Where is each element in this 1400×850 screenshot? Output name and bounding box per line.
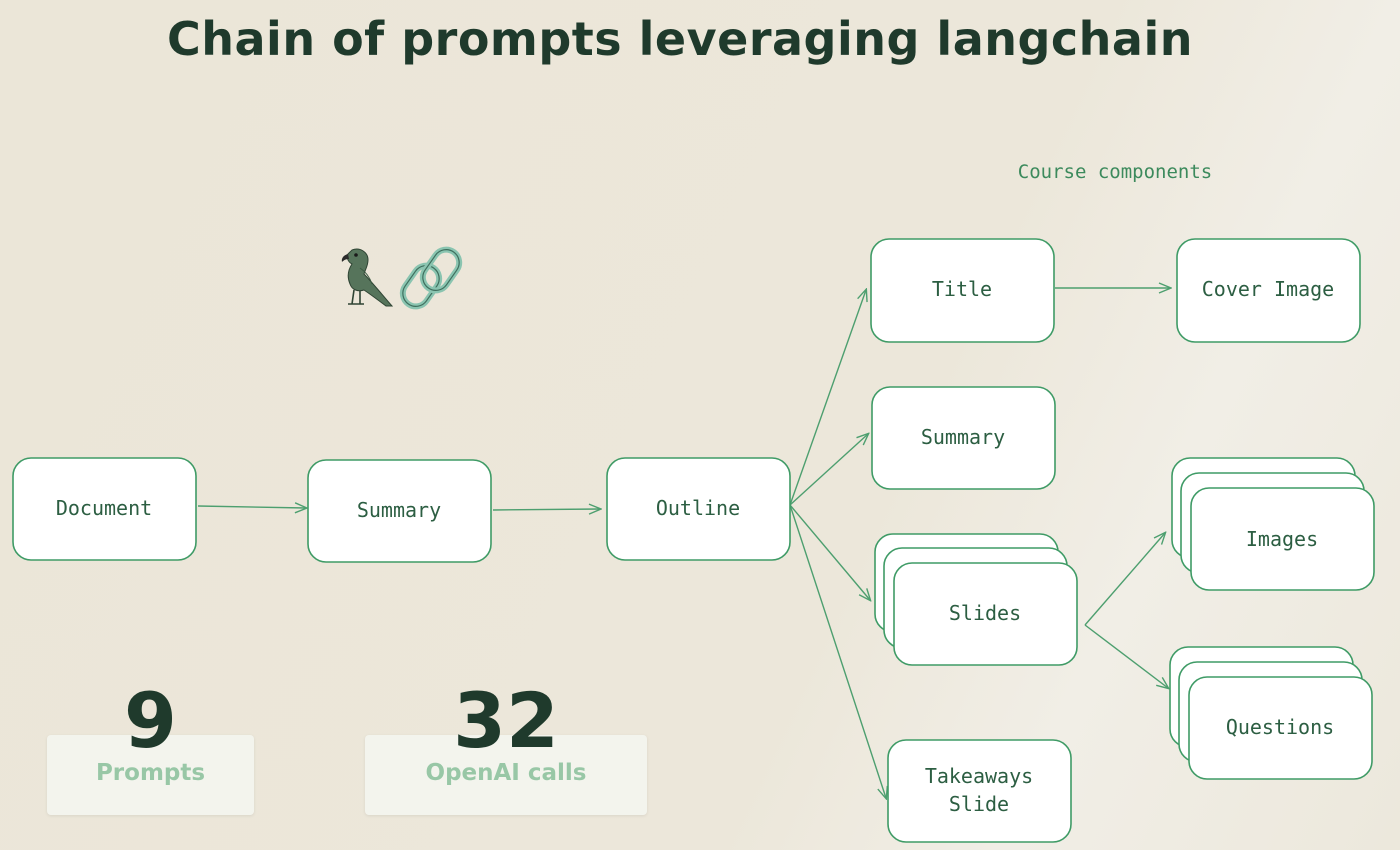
node-images-stack: Images — [1171, 457, 1375, 591]
stat-openai-calls-value: 32 — [453, 676, 559, 765]
node-questions-stack: Questions — [1169, 646, 1373, 780]
node-summary-component: Summary — [871, 386, 1056, 490]
parrot-icon — [341, 248, 394, 307]
chain-link-icon — [399, 246, 463, 310]
stat-prompts-label: Prompts — [95, 760, 206, 786]
svg-text:Takeaways: Takeaways — [925, 764, 1033, 788]
node-document: Document — [12, 457, 197, 561]
stat-card-openai-calls — [365, 735, 647, 815]
svg-text:Outline: Outline — [656, 496, 740, 520]
arrow-outline-title — [789, 290, 866, 506]
node-images: Images — [1246, 527, 1318, 551]
svg-text:Summary: Summary — [357, 498, 441, 522]
svg-text:Title: Title — [932, 277, 992, 301]
arrows — [197, 288, 1170, 798]
svg-text:Summary: Summary — [921, 425, 1005, 449]
stat-openai-calls-label: OpenAI calls — [425, 760, 587, 786]
arrow-slides-images — [1084, 533, 1165, 626]
node-summary: Summary — [307, 459, 492, 563]
node-title: Title — [870, 238, 1055, 343]
svg-text:Document: Document — [56, 496, 152, 520]
stat-prompts-value: 9 — [124, 676, 177, 765]
arrow-slides-questions — [1084, 624, 1168, 688]
page-title: Chain of prompts leveraging langchain — [167, 12, 1193, 66]
node-outline: Outline — [606, 457, 791, 561]
node-questions: Questions — [1226, 715, 1334, 739]
node-takeaways-slide: Takeaways Slide — [887, 739, 1072, 843]
stat-card-prompts — [47, 735, 254, 815]
node-slides: Slides — [949, 601, 1021, 625]
arrow-outline-slides — [789, 504, 870, 600]
svg-text:Slide: Slide — [949, 792, 1009, 816]
arrow-summary-outline — [492, 509, 600, 510]
arrow-outline-summary — [789, 434, 868, 506]
arrow-outline-takeaways — [789, 504, 886, 798]
course-components-note: Course components — [1018, 161, 1212, 183]
node-slides-stack: Slides — [874, 533, 1078, 666]
node-cover-image: Cover Image — [1176, 238, 1361, 343]
arrow-document-summary — [197, 506, 306, 508]
svg-text:Cover Image: Cover Image — [1202, 277, 1334, 301]
langchain-logo — [341, 246, 463, 310]
